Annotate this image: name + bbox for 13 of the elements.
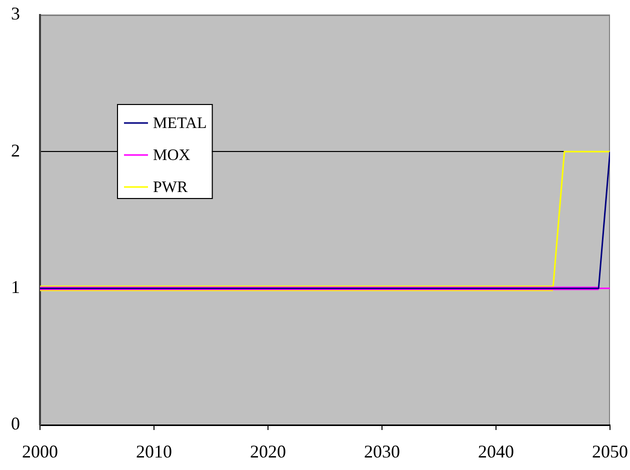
y-tick-label: 0: [11, 414, 20, 434]
legend-label: MOX: [153, 147, 191, 164]
x-tick-label: 2050: [592, 442, 628, 462]
y-tick-label: 3: [11, 4, 20, 24]
x-tick-label: 2030: [364, 442, 400, 462]
legend-label: PWR: [153, 179, 188, 196]
legend-label: METAL: [153, 115, 207, 132]
y-tick-label: 2: [11, 140, 20, 160]
x-tick-label: 2020: [250, 442, 286, 462]
x-tick-label: 2000: [22, 442, 58, 462]
x-tick-label: 2040: [478, 442, 514, 462]
x-tick-label: 2010: [136, 442, 172, 462]
y-tick-label: 1: [11, 277, 20, 298]
